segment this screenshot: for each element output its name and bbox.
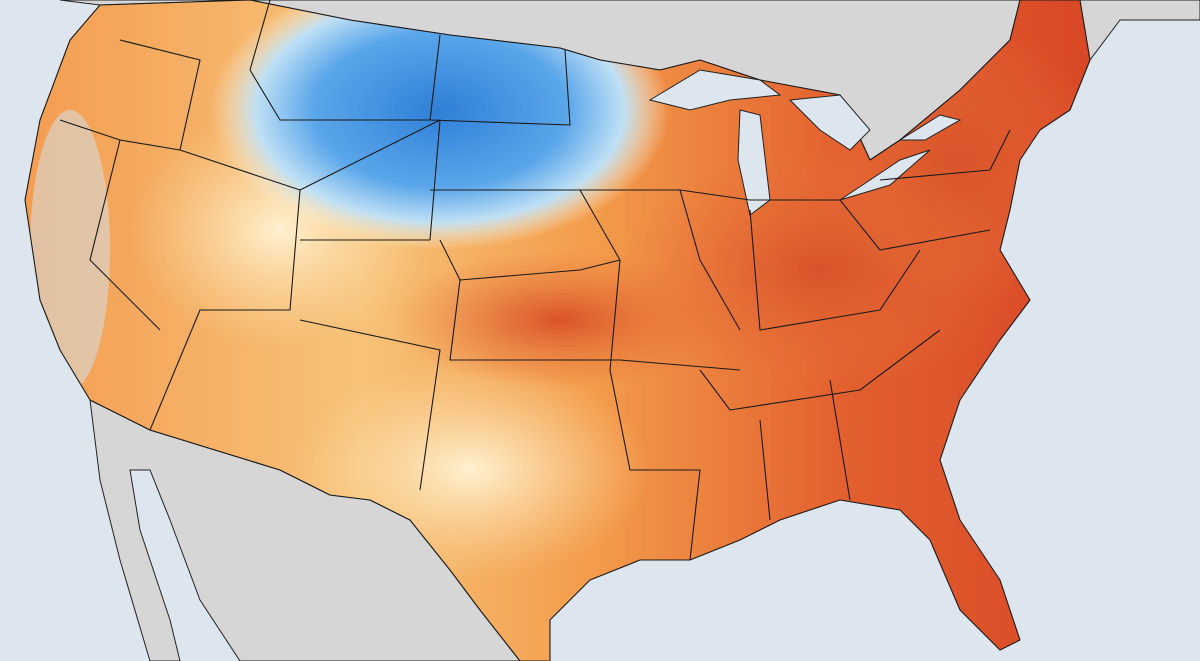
great-lakes	[648, 69, 962, 216]
state-borders	[59, 0, 1011, 561]
